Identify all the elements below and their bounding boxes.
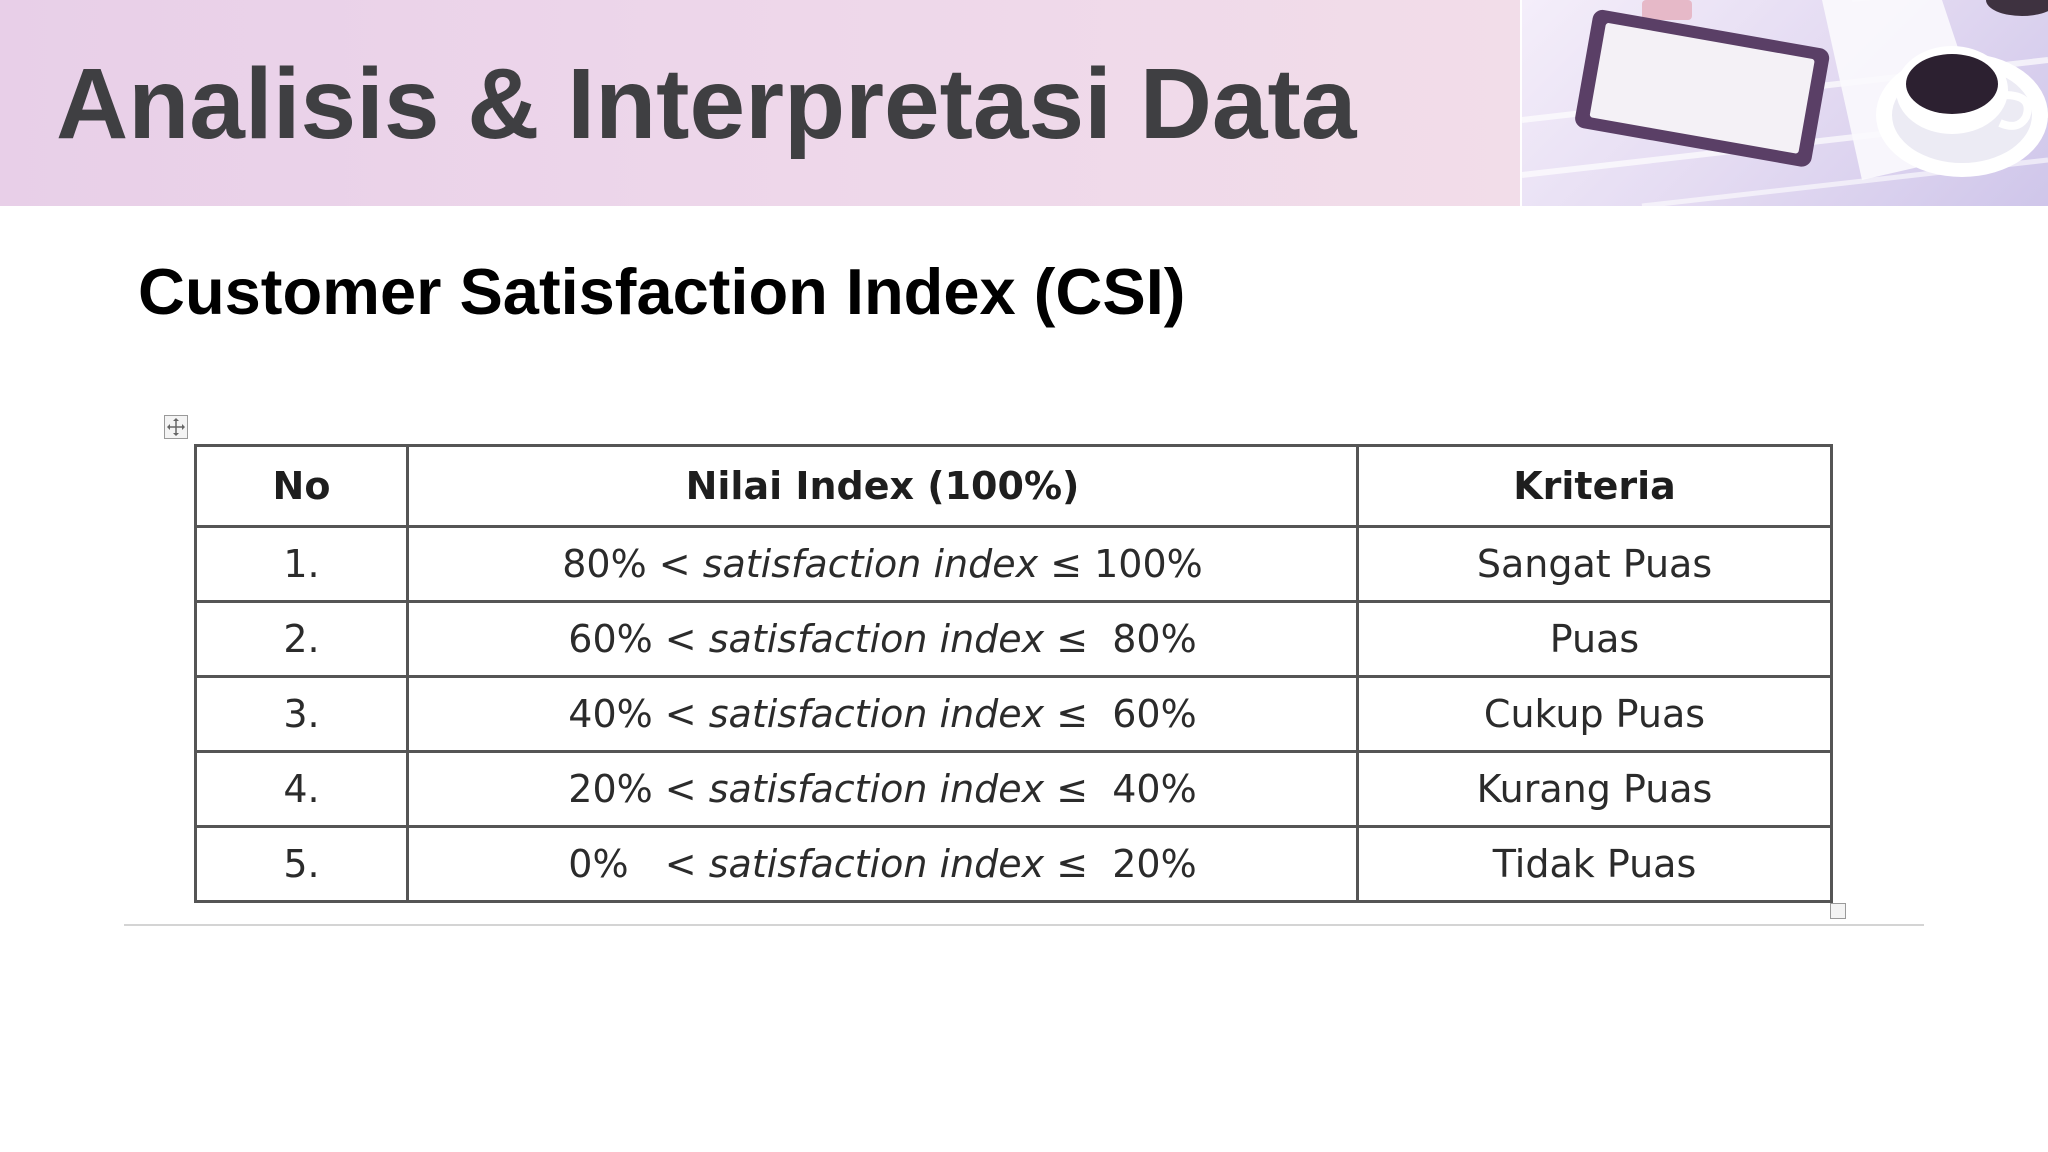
tablet-coffee-photo (1522, 0, 2048, 206)
divider-line (124, 924, 1924, 926)
row-number: 4. (194, 750, 409, 828)
range-term: satisfaction index (708, 617, 1045, 661)
range-upper: ≤ 80% (1056, 617, 1197, 661)
table-row: 1. 80% < satisfaction index ≤ 100% Sanga… (194, 525, 1833, 603)
row-number: 5. (194, 825, 409, 903)
range-lower: 0% < (568, 842, 697, 886)
header-criteria: Kriteria (1356, 444, 1833, 528)
criteria-cell: Cukup Puas (1356, 675, 1833, 753)
row-number: 2. (194, 600, 409, 678)
range-upper: ≤ 40% (1056, 767, 1197, 811)
table-move-handle-icon[interactable] (164, 415, 188, 439)
table-resize-handle-icon[interactable] (1830, 903, 1846, 919)
csi-criteria-table: No Nilai Index (100%) Kriteria 1. 80% < … (194, 444, 1833, 903)
index-range: 80% < satisfaction index ≤ 100% (406, 525, 1359, 603)
range-upper: ≤ 100% (1050, 542, 1203, 586)
table-row: 4. 20% < satisfaction index ≤ 40% Kurang… (194, 750, 1833, 828)
table-row: 5. 0% < satisfaction index ≤ 20% Tidak P… (194, 825, 1833, 903)
header-no: No (194, 444, 409, 528)
range-lower: 60% < (568, 617, 697, 661)
range-term: satisfaction index (708, 692, 1045, 736)
range-term: satisfaction index (702, 542, 1039, 586)
criteria-cell: Tidak Puas (1356, 825, 1833, 903)
table-header-row: No Nilai Index (100%) Kriteria (194, 444, 1833, 528)
table-row: 3. 40% < satisfaction index ≤ 60% Cukup … (194, 675, 1833, 753)
range-upper: ≤ 20% (1056, 842, 1197, 886)
range-lower: 80% < (562, 542, 691, 586)
range-term: satisfaction index (708, 842, 1045, 886)
range-lower: 20% < (568, 767, 697, 811)
header-band (0, 0, 1520, 206)
slide-title: Analisis & Interpretasi Data (56, 48, 1357, 160)
index-range: 60% < satisfaction index ≤ 80% (406, 600, 1359, 678)
criteria-cell: Kurang Puas (1356, 750, 1833, 828)
slide-subtitle: Customer Satisfaction Index (CSI) (138, 255, 1186, 328)
index-range: 40% < satisfaction index ≤ 60% (406, 675, 1359, 753)
table-row: 2. 60% < satisfaction index ≤ 80% Puas (194, 600, 1833, 678)
range-upper: ≤ 60% (1056, 692, 1197, 736)
row-number: 1. (194, 525, 409, 603)
criteria-cell: Puas (1356, 600, 1833, 678)
index-range: 20% < satisfaction index ≤ 40% (406, 750, 1359, 828)
index-range: 0% < satisfaction index ≤ 20% (406, 825, 1359, 903)
range-lower: 40% < (568, 692, 697, 736)
header-index-value: Nilai Index (100%) (406, 444, 1359, 528)
range-term: satisfaction index (708, 767, 1045, 811)
criteria-cell: Sangat Puas (1356, 525, 1833, 603)
row-number: 3. (194, 675, 409, 753)
